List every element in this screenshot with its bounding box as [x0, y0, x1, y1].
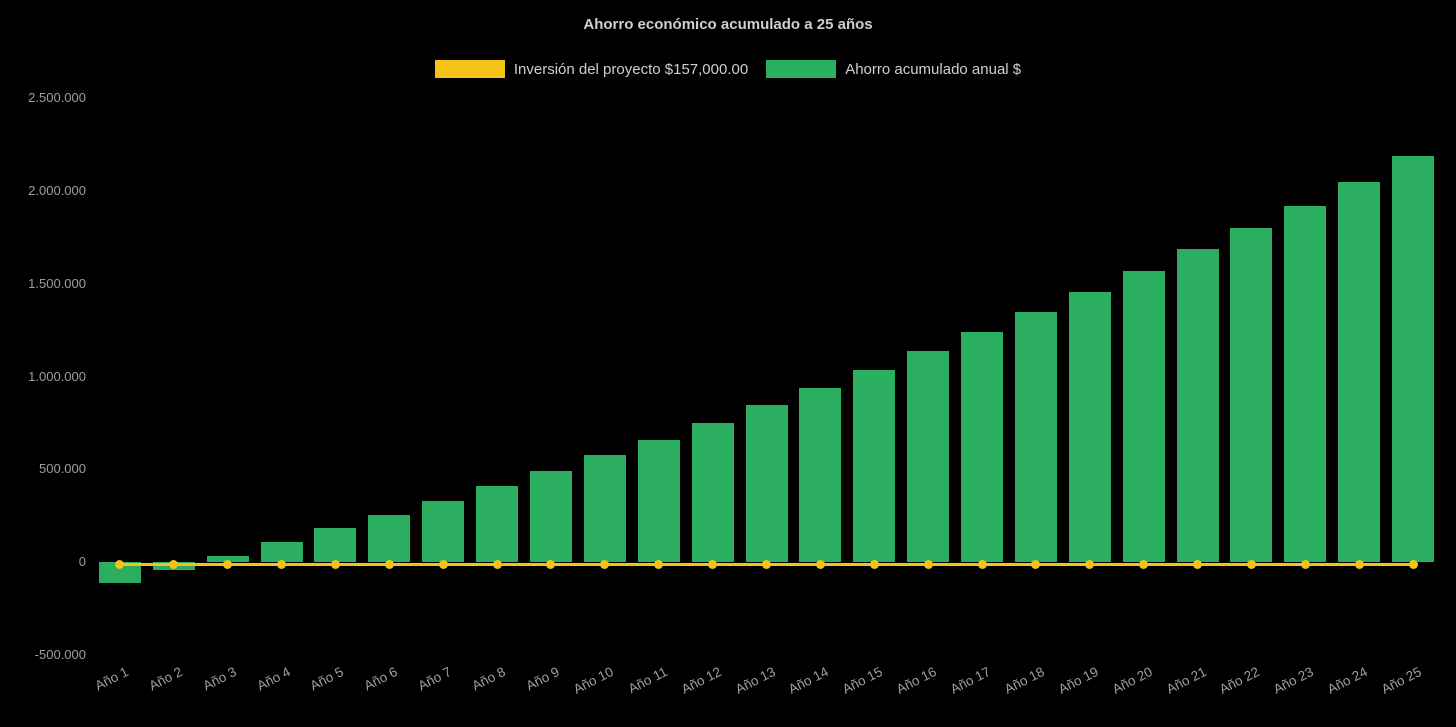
bar-año-17[interactable]	[961, 331, 1004, 563]
bar-año-24[interactable]	[1338, 182, 1381, 563]
legend-swatch-savings-icon	[766, 60, 837, 78]
investment-line-point-24[interactable]	[1354, 560, 1364, 570]
y-tick-label: 2.000.000	[28, 182, 86, 198]
investment-line-point-20[interactable]	[1139, 560, 1149, 570]
investment-line-point-14[interactable]	[815, 560, 825, 570]
investment-line-point-8[interactable]	[492, 560, 502, 570]
y-tick-label: 500.000	[39, 461, 86, 477]
investment-line-point-18[interactable]	[1031, 560, 1041, 570]
investment-line-point-13[interactable]	[762, 560, 771, 570]
bar-año-13[interactable]	[745, 405, 788, 563]
bar-año-9[interactable]	[529, 471, 572, 563]
investment-line-point-16[interactable]	[923, 560, 933, 570]
investment-line-point-9[interactable]	[546, 560, 556, 570]
bar-año-1[interactable]	[98, 562, 141, 583]
investment-line-point-6[interactable]	[384, 560, 394, 570]
bar-año-11[interactable]	[637, 439, 680, 563]
investment-line-point-21[interactable]	[1193, 560, 1203, 570]
investment-line-point-23[interactable]	[1300, 560, 1310, 570]
investment-line-point-19[interactable]	[1085, 560, 1095, 570]
legend-label-investment: Inversión del proyecto $157,000.00	[513, 60, 749, 78]
investment-line-point-17[interactable]	[977, 560, 987, 570]
bar-año-22[interactable]	[1230, 227, 1273, 563]
bar-año-16[interactable]	[907, 351, 950, 563]
bar-año-25[interactable]	[1392, 156, 1435, 563]
bar-año-12[interactable]	[691, 422, 734, 563]
bar-año-14[interactable]	[799, 387, 842, 563]
bar-año-21[interactable]	[1176, 249, 1219, 563]
bar-año-4[interactable]	[260, 541, 303, 563]
investment-line-point-2[interactable]	[169, 560, 179, 570]
bar-año-5[interactable]	[314, 527, 357, 563]
investment-line-point-15[interactable]	[869, 560, 879, 570]
bar-año-15[interactable]	[853, 370, 896, 563]
bar-año-8[interactable]	[476, 486, 519, 563]
bar-año-19[interactable]	[1068, 292, 1111, 563]
investment-line-point-5[interactable]	[330, 560, 340, 570]
bar-año-7[interactable]	[422, 500, 465, 563]
y-tick-label: 2.500.000	[28, 90, 86, 105]
investment-line-point-22[interactable]	[1246, 560, 1256, 570]
investment-line-point-4[interactable]	[277, 560, 287, 570]
bar-año-3[interactable]	[206, 555, 249, 563]
investment-line-point-25[interactable]	[1408, 560, 1418, 570]
legend-item-savings[interactable]: Ahorro acumulado anual $	[766, 60, 1021, 78]
chart-legend: Inversión del proyecto $157,000.00 Ahorr…	[0, 60, 1456, 78]
legend-swatch-investment-icon	[434, 60, 505, 78]
bar-año-10[interactable]	[583, 455, 626, 563]
bar-año-20[interactable]	[1122, 270, 1165, 563]
bar-año-6[interactable]	[368, 514, 411, 563]
y-tick-label: 0	[78, 554, 86, 570]
investment-line-point-12[interactable]	[708, 560, 718, 570]
bar-año-18[interactable]	[1014, 312, 1057, 563]
investment-line-point-3[interactable]	[223, 560, 233, 570]
investment-line-point-7[interactable]	[438, 560, 448, 570]
chart-title: Ahorro económico acumulado a 25 años	[583, 16, 873, 33]
investment-line-point-11[interactable]	[654, 560, 664, 570]
y-tick-label: 1.500.000	[28, 275, 86, 291]
legend-item-investment[interactable]: Inversión del proyecto $157,000.00	[434, 60, 749, 78]
bar-año-23[interactable]	[1284, 205, 1327, 563]
investment-line-point-10[interactable]	[600, 560, 610, 570]
investment-line-point-1[interactable]	[115, 560, 125, 570]
legend-label-savings: Ahorro acumulado anual $	[845, 60, 1022, 78]
y-tick-label: 1.000.000	[28, 368, 86, 384]
y-tick-label: -500.000	[34, 647, 86, 662]
